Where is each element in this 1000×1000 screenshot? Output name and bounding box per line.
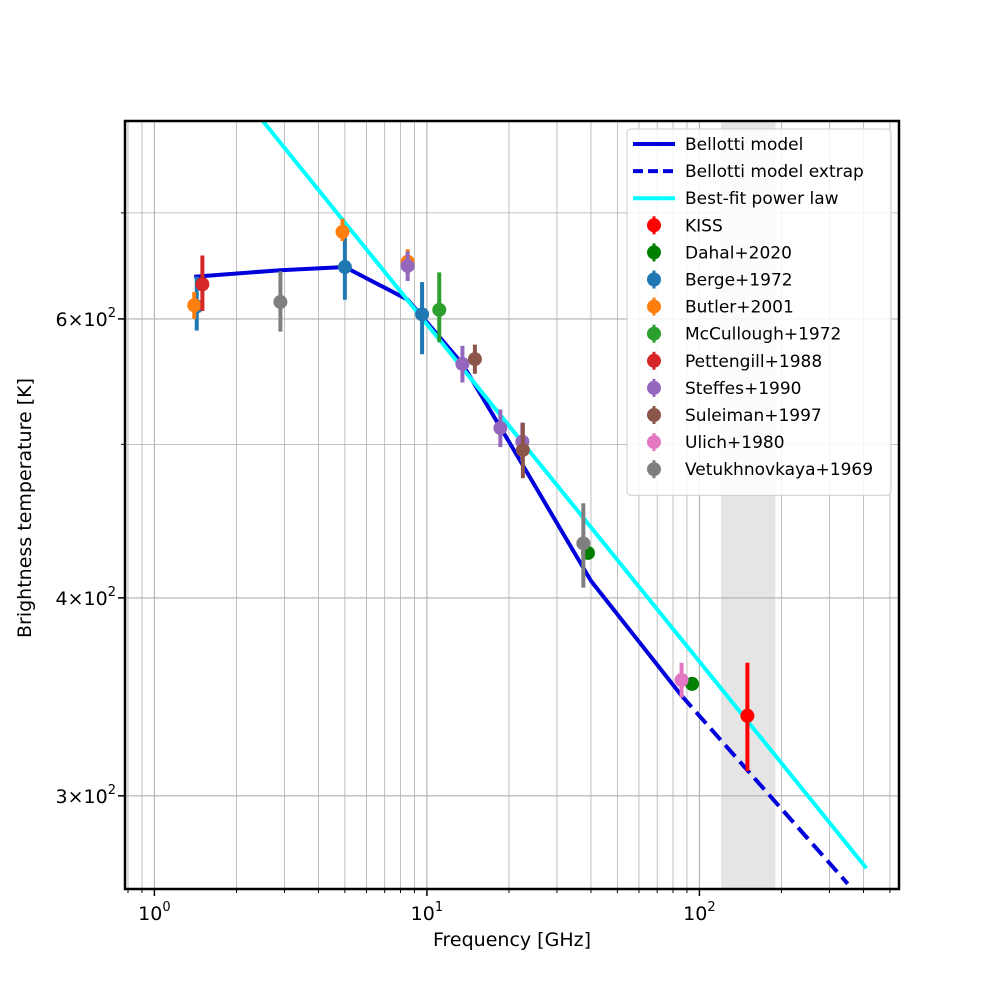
legend-item: Vetukhnovkaya+1969 (647, 460, 873, 480)
data-point (335, 218, 350, 241)
data-marker (432, 302, 447, 317)
y-axis-label: Brightness temperature [K] (14, 378, 36, 638)
data-point (337, 234, 352, 300)
data-point (515, 422, 530, 479)
legend-item: Butler+2001 (647, 297, 794, 318)
data-point (400, 251, 415, 282)
data-marker (335, 224, 350, 239)
data-marker (576, 536, 591, 551)
legend: Bellotti model Bellotti model extrap Best-… (626, 128, 892, 496)
x-tick-label: 100 (138, 900, 170, 925)
legend-label: Best-fit power law (685, 189, 839, 209)
legend-marker-swatch (647, 299, 661, 314)
legend-item: Suleiman+1997 (647, 406, 822, 426)
data-point (195, 255, 210, 311)
data-marker (337, 260, 352, 275)
data-marker (400, 258, 415, 273)
legend-marker-swatch (647, 408, 661, 422)
data-marker (273, 294, 288, 309)
data-point (432, 272, 447, 343)
plot-frame (123, 119, 901, 891)
data-marker (515, 442, 530, 457)
legend-marker-swatch (647, 326, 661, 341)
x-axis-label: Frequency [GHz] (433, 929, 591, 951)
legend-marker-swatch (647, 380, 661, 395)
data-marker (195, 277, 210, 292)
legend-item: Best-fit power law (633, 189, 839, 209)
y-tick-label: 4×102 (56, 585, 116, 610)
data-point (455, 345, 470, 383)
legend-marker-swatch (647, 353, 661, 368)
x-tick-label: 101 (411, 900, 443, 925)
data-point (674, 662, 689, 698)
legend-item: Dahal+2020 (647, 243, 792, 263)
legend-item: Steffes+1990 (647, 378, 801, 399)
data-point (187, 291, 202, 319)
legend-item: Pettengill+1988 (647, 351, 822, 372)
data-point (740, 662, 755, 772)
legend-marker-swatch (647, 272, 661, 287)
legend-label: Pettengill+1988 (685, 352, 822, 372)
best-fit-power-law-line (261, 119, 868, 870)
legend-item: Berge+1972 (647, 270, 793, 291)
legend-marker-swatch (647, 245, 661, 260)
data-point (576, 503, 591, 588)
legend-label: Vetukhnovkaya+1969 (685, 460, 873, 480)
data-point (493, 409, 508, 448)
model-lines-layer (194, 119, 868, 886)
legend-label: KISS (685, 216, 723, 236)
data-marker (187, 298, 202, 313)
data-marker (467, 352, 482, 367)
data-marker (674, 673, 689, 688)
data-marker (685, 676, 700, 691)
data-points-layer (187, 218, 755, 772)
legend-label: Steffes+1990 (685, 379, 801, 399)
legend-label: McCullough+1972 (685, 325, 841, 345)
y-tick-label: 6×102 (56, 306, 116, 331)
legend-marker-swatch (647, 435, 661, 450)
legend-label: Suleiman+1997 (685, 406, 822, 426)
x-tick-label: 102 (683, 900, 715, 925)
data-marker (415, 307, 430, 322)
data-point (685, 676, 700, 691)
axis-ticks-layer: 100 101 102 3×102 4×102 6×102 (56, 212, 891, 925)
data-point (467, 344, 482, 374)
data-point (273, 271, 288, 332)
legend-label: Bellotti model extrap (685, 162, 864, 182)
legend-label: Berge+1972 (685, 271, 793, 291)
legend-box (626, 128, 892, 496)
legend-marker-swatch (647, 218, 661, 233)
legend-item: Bellotti model extrap (633, 162, 864, 182)
legend-item: Ulich+1980 (647, 433, 785, 453)
legend-item: Bellotti model (633, 135, 803, 155)
legend-item: KISS (647, 216, 723, 236)
y-tick-label: 3×102 (56, 783, 116, 808)
legend-label: Dahal+2020 (685, 243, 792, 263)
data-marker (455, 356, 470, 371)
legend-label: Butler+2001 (685, 298, 794, 318)
legend-marker-swatch (647, 462, 661, 477)
legend-item: McCullough+1972 (647, 324, 841, 345)
legend-label: Bellotti model (685, 135, 803, 155)
data-marker (740, 708, 755, 723)
data-marker (493, 421, 508, 436)
legend-label: Ulich+1980 (685, 433, 785, 453)
data-point (415, 282, 430, 355)
bellotti-model-extrap-line (680, 694, 850, 886)
